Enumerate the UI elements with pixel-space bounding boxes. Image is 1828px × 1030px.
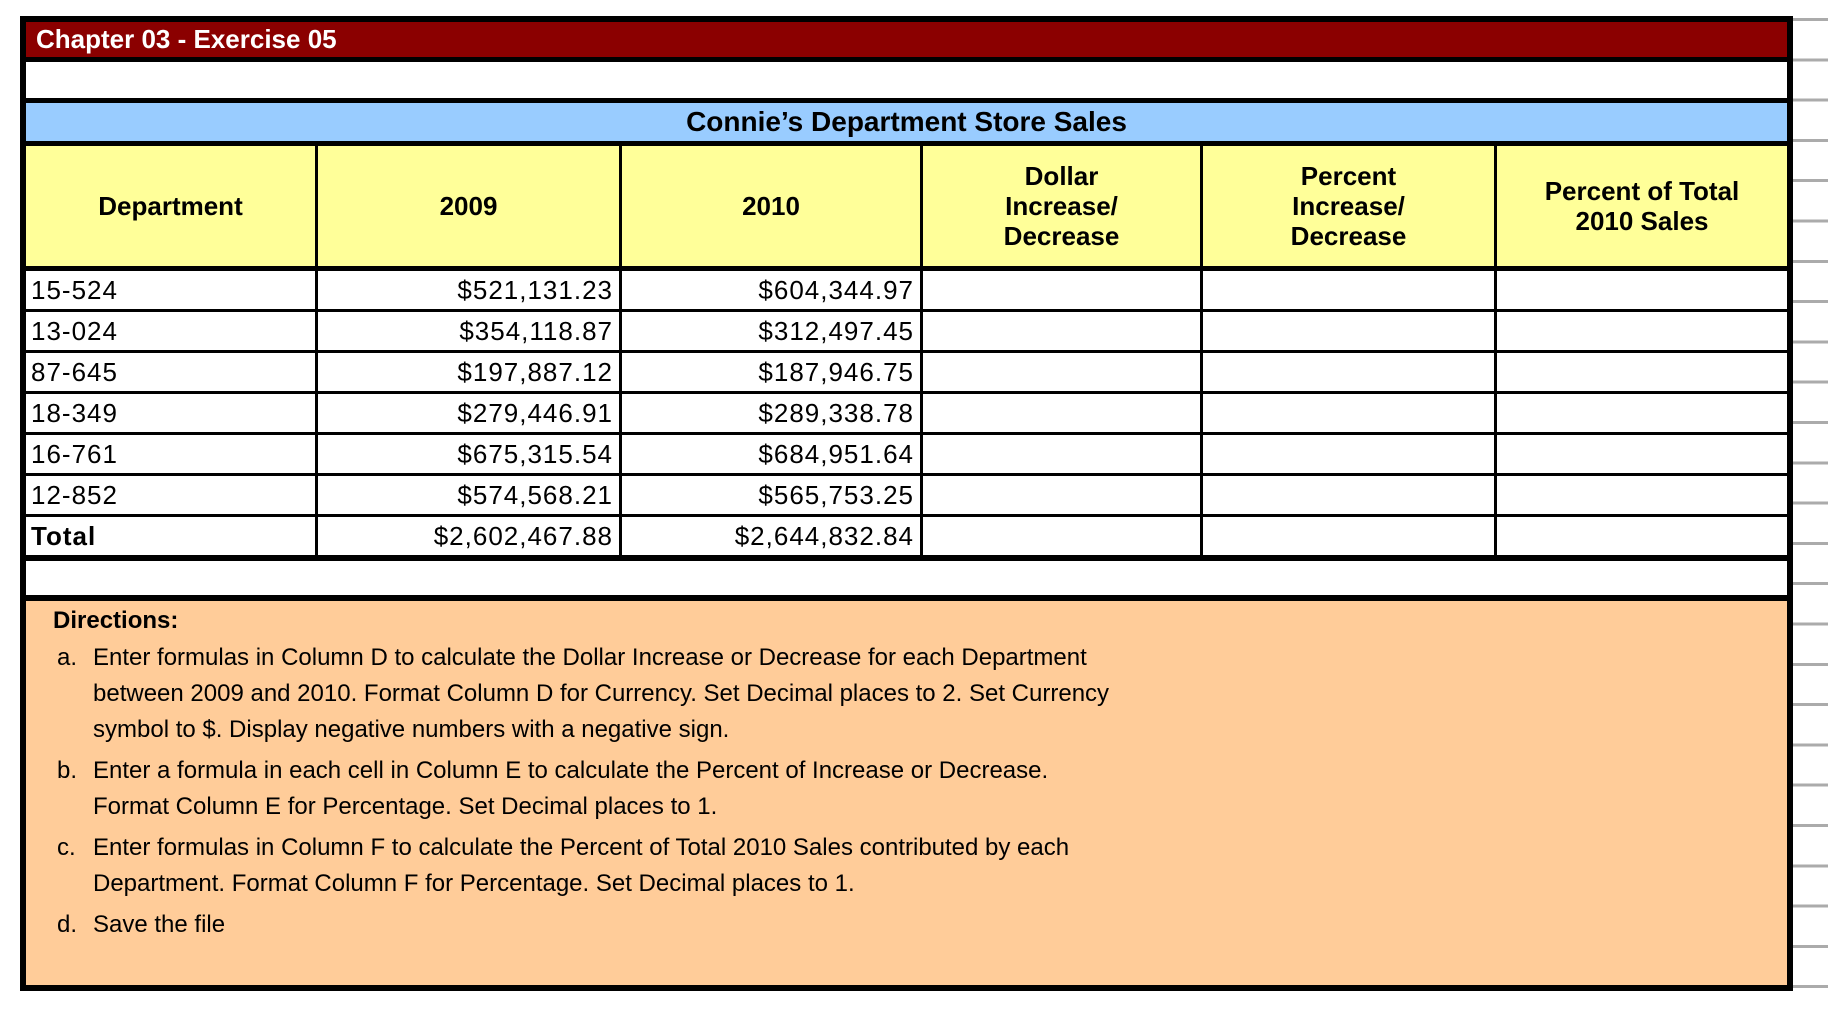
worksheet-frame: Chapter 03 - Exercise 05 Connie’s Depart…	[20, 16, 1793, 991]
cell-percent-increase[interactable]	[1203, 435, 1497, 473]
table-title-banner: Connie’s Department Store Sales	[26, 103, 1787, 146]
cell-percent-of-total[interactable]	[1497, 312, 1787, 350]
direction-item-marker: b.	[57, 757, 78, 784]
direction-item-marker: a.	[57, 644, 78, 671]
table-title: Connie’s Department Store Sales	[686, 106, 1127, 137]
direction-item-marker: c.	[57, 834, 76, 861]
direction-item-text: Save the file	[93, 911, 226, 938]
direction-item: a. Enter formulas in Column D to calcula…	[53, 640, 1757, 748]
cell-2010[interactable]: $684,951.64	[622, 435, 923, 473]
cell-percent-of-total[interactable]	[1497, 435, 1787, 473]
cell-percent-of-total[interactable]	[1497, 271, 1787, 309]
cell-department[interactable]: 15-524	[26, 271, 318, 309]
cell-percent-of-total[interactable]	[1497, 517, 1787, 555]
direction-item: b. Enter a formula in each cell in Colum…	[53, 753, 1757, 825]
cell-department[interactable]: Total	[26, 517, 318, 555]
column-header-dollar-increase: Dollar Increase/ Decrease	[923, 146, 1203, 266]
cell-percent-increase[interactable]	[1203, 517, 1497, 555]
cell-2009[interactable]: $574,568.21	[318, 476, 622, 514]
cell-percent-increase[interactable]	[1203, 353, 1497, 391]
direction-item: d. Save the file	[53, 907, 1757, 943]
cell-department[interactable]: 87-645	[26, 353, 318, 391]
cell-percent-of-total[interactable]	[1497, 353, 1787, 391]
spreadsheet-gridlines	[1793, 0, 1828, 992]
cell-2010[interactable]: $289,338.78	[622, 394, 923, 432]
cell-2010[interactable]: $604,344.97	[622, 271, 923, 309]
exercise-title: Chapter 03 - Exercise 05	[36, 24, 337, 54]
cell-department[interactable]: 13-024	[26, 312, 318, 350]
table-row: 13-024 $354,118.87 $312,497.45	[26, 312, 1787, 353]
cell-2009[interactable]: $279,446.91	[318, 394, 622, 432]
table-row: 15-524 $521,131.23 $604,344.97	[26, 271, 1787, 312]
cell-department[interactable]: 18-349	[26, 394, 318, 432]
column-header-percent-increase: Percent Increase/ Decrease	[1203, 146, 1497, 266]
cell-dollar-increase[interactable]	[923, 517, 1203, 555]
column-header-department: Department	[26, 146, 318, 266]
direction-item-text: Enter formulas in Column D to calculate …	[93, 644, 1110, 743]
cell-department[interactable]: 16-761	[26, 435, 318, 473]
spacer-row	[26, 62, 1787, 103]
cell-2009[interactable]: $197,887.12	[318, 353, 622, 391]
spacer-row	[26, 561, 1787, 601]
cell-percent-of-total[interactable]	[1497, 394, 1787, 432]
cell-dollar-increase[interactable]	[923, 353, 1203, 391]
table-row: 16-761 $675,315.54 $684,951.64	[26, 435, 1787, 476]
cell-2009[interactable]: $521,131.23	[318, 271, 622, 309]
table-row: 87-645 $197,887.12 $187,946.75	[26, 353, 1787, 394]
cell-percent-increase[interactable]	[1203, 394, 1497, 432]
cell-2009[interactable]: $675,315.54	[318, 435, 622, 473]
cell-dollar-increase[interactable]	[923, 271, 1203, 309]
table-row-total: Total $2,602,467.88 $2,644,832.84	[26, 517, 1787, 561]
cell-dollar-increase[interactable]	[923, 476, 1203, 514]
table-row: 12-852 $574,568.21 $565,753.25	[26, 476, 1787, 517]
direction-item-text: Enter a formula in each cell in Column E…	[93, 757, 1049, 820]
column-header-2009: 2009	[318, 146, 622, 266]
cell-2009[interactable]: $354,118.87	[318, 312, 622, 350]
cell-2010[interactable]: $187,946.75	[622, 353, 923, 391]
directions-heading: Directions:	[53, 607, 179, 634]
cell-2010[interactable]: $565,753.25	[622, 476, 923, 514]
cell-percent-of-total[interactable]	[1497, 476, 1787, 514]
column-header-2010: 2010	[622, 146, 923, 266]
exercise-title-banner: Chapter 03 - Exercise 05	[26, 22, 1787, 62]
cell-department[interactable]: 12-852	[26, 476, 318, 514]
direction-item-marker: d.	[57, 911, 78, 938]
table-row: 18-349 $279,446.91 $289,338.78	[26, 394, 1787, 435]
cell-percent-increase[interactable]	[1203, 312, 1497, 350]
cell-dollar-increase[interactable]	[923, 394, 1203, 432]
cell-dollar-increase[interactable]	[923, 312, 1203, 350]
column-header-percent-of-total: Percent of Total 2010 Sales	[1544, 176, 1740, 236]
directions-panel: Directions: a. Enter formulas in Column …	[26, 601, 1787, 985]
cell-2010[interactable]: $312,497.45	[622, 312, 923, 350]
cell-2010[interactable]: $2,644,832.84	[622, 517, 923, 555]
cell-dollar-increase[interactable]	[923, 435, 1203, 473]
cell-2009[interactable]: $2,602,467.88	[318, 517, 622, 555]
direction-item-text: Enter formulas in Column F to calculate …	[93, 834, 1070, 897]
cell-percent-increase[interactable]	[1203, 476, 1497, 514]
cell-percent-increase[interactable]	[1203, 271, 1497, 309]
direction-item: c. Enter formulas in Column F to calcula…	[53, 830, 1757, 902]
table-header-row: Department 2009 2010 Dollar Increase/ De…	[26, 146, 1787, 271]
